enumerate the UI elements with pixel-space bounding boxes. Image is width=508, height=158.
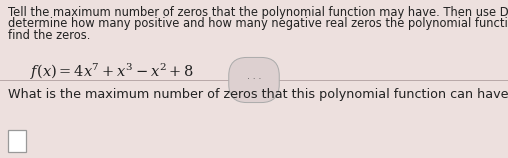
Text: determine how many positive and how many negative real zeros the polynomial func: determine how many positive and how many…: [8, 18, 508, 30]
FancyBboxPatch shape: [8, 130, 26, 152]
Text: Tell the maximum number of zeros that the polynomial function may have. Then use: Tell the maximum number of zeros that th…: [8, 6, 508, 19]
FancyBboxPatch shape: [0, 0, 508, 83]
Text: $f(x)=4x^{7}+x^{3}-x^{2}+8$: $f(x)=4x^{7}+x^{3}-x^{2}+8$: [30, 62, 194, 82]
Text: What is the maximum number of zeros that this polynomial function can have?: What is the maximum number of zeros that…: [8, 88, 508, 101]
Text: · · ·: · · ·: [247, 76, 261, 85]
Text: find the zeros.: find the zeros.: [8, 29, 90, 42]
